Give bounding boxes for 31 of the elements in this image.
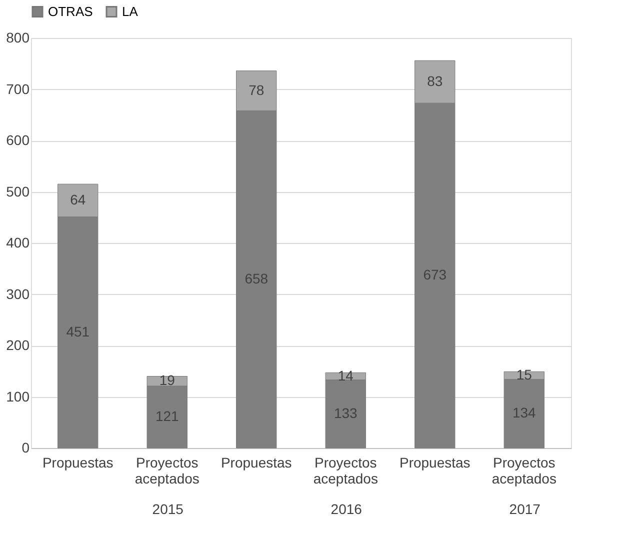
data-label: 133 [334, 404, 358, 421]
x-tick-label: Propuestas [42, 454, 114, 470]
data-label: 451 [66, 323, 90, 340]
legend-label: OTRAS [48, 4, 94, 19]
data-label: 673 [423, 266, 447, 283]
y-tick-label: 300 [6, 286, 30, 302]
y-tick-label: 0 [22, 440, 30, 456]
x-tick-label: Proyectos aceptados [492, 454, 556, 486]
text: 2016 [330, 501, 362, 517]
x-tick-label: Propuestas [220, 454, 292, 470]
data-label: 134 [512, 404, 536, 421]
y-tick-label: 700 [6, 80, 30, 97]
legend-label: LA [122, 4, 138, 19]
data-label: 64 [70, 191, 86, 208]
y-tick-label: 400 [6, 234, 30, 250]
text: 2017 [509, 501, 541, 517]
y-tick-label: 800 [6, 30, 30, 46]
data-label: 658 [244, 270, 268, 286]
text: 2015 [152, 501, 184, 517]
y-tick-label: 500 [6, 183, 30, 200]
data-label: 19 [159, 372, 176, 388]
x-tick-label: Proyectos aceptados [313, 454, 378, 486]
data-label: 83 [427, 72, 443, 89]
data-label: 78 [248, 82, 264, 98]
x-tick-label: Propuestas [399, 454, 470, 470]
data-label: 121 [155, 408, 180, 424]
y-tick-label: 100 [6, 388, 30, 404]
y-tick-label: 600 [6, 132, 30, 148]
data-label: 15 [516, 366, 532, 382]
x-tick-label: Proyectos aceptados [134, 454, 200, 486]
y-tick-label: 200 [6, 337, 30, 353]
